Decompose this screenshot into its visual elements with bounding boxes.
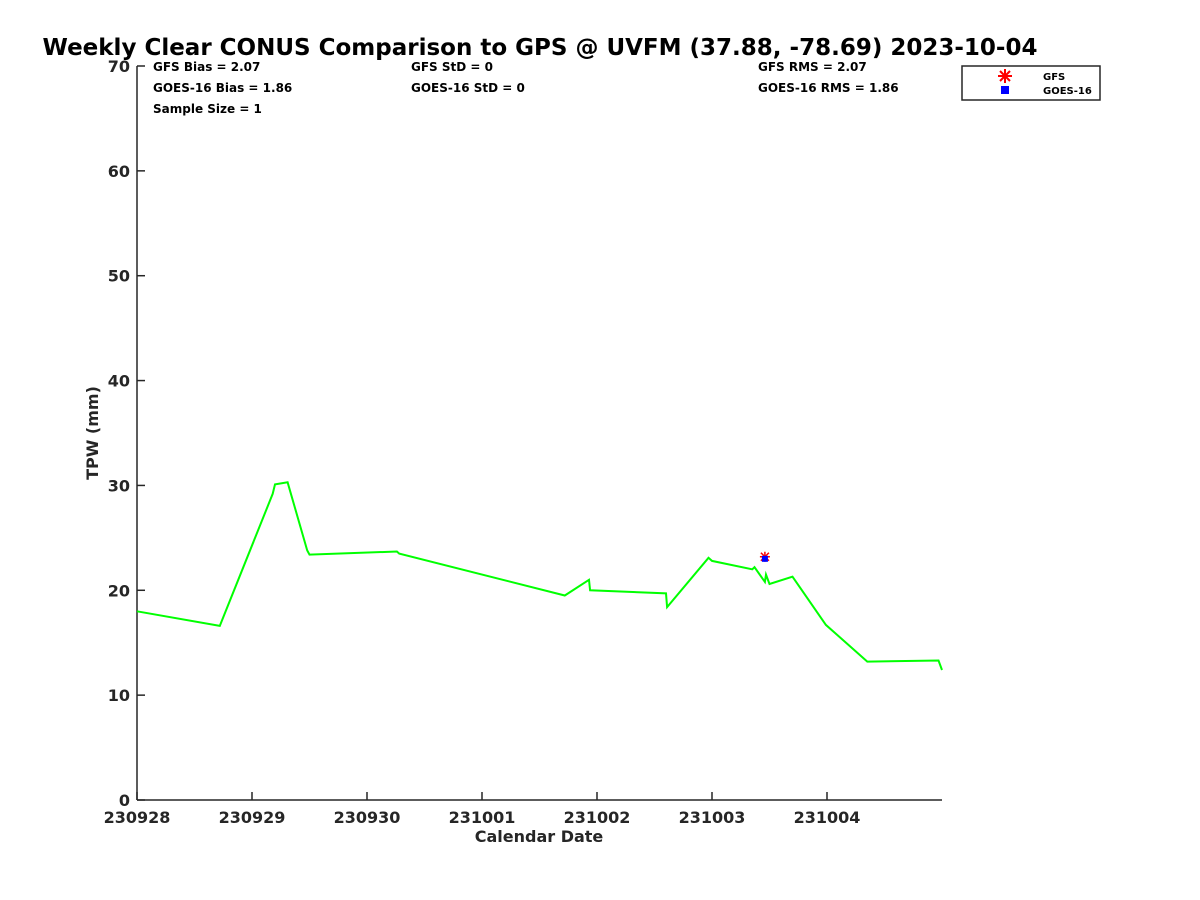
legend-goes-label: GOES-16: [1043, 86, 1092, 97]
y-axis-label: TPW (mm): [83, 386, 102, 480]
sample-size: Sample Size = 1: [153, 102, 262, 116]
gfs-rms: GFS RMS = 2.07: [758, 60, 867, 74]
x-tick-label: 231002: [564, 808, 631, 827]
y-tick-label: 0: [119, 791, 130, 810]
x-axis-label: Calendar Date: [475, 827, 604, 846]
legend-goes-square-icon: [1001, 86, 1009, 94]
x-tick-label: 231004: [794, 808, 861, 827]
goes-std: GOES-16 StD = 0: [411, 81, 525, 95]
legend: GFS GOES-16: [961, 65, 1101, 101]
goes-rms: GOES-16 RMS = 1.86: [758, 81, 899, 95]
goes-point: [761, 555, 768, 562]
y-tick-label: 10: [108, 686, 130, 705]
y-tick-label: 60: [108, 162, 130, 181]
gfs-bias: GFS Bias = 2.07: [153, 60, 260, 74]
y-tick-label: 30: [108, 476, 130, 495]
axes: 0 10 20 30 40 50 60 70 230928 230929 230930 231001 2…: [104, 57, 942, 827]
y-tick-label: 20: [108, 581, 130, 600]
goes-bias: GOES-16 Bias = 1.86: [153, 81, 292, 95]
x-tick-label: 231003: [679, 808, 746, 827]
x-tick-label: 230930: [334, 808, 401, 827]
chart-title: Weekly Clear CONUS Comparison to GPS @ U…: [43, 35, 1038, 61]
y-tick-label: 50: [108, 267, 130, 286]
x-tick-label: 230929: [219, 808, 286, 827]
x-tick-label: 231001: [449, 808, 516, 827]
plot-area: [136, 481, 943, 671]
y-tick-label: 40: [108, 372, 130, 391]
legend-gfs-asterisk-icon: [998, 69, 1012, 83]
gps-series-line: [136, 481, 943, 671]
gfs-std: GFS StD = 0: [411, 60, 493, 74]
y-tick-label: 70: [108, 57, 130, 76]
x-tick-label: 230928: [104, 808, 171, 827]
legend-gfs-label: GFS: [1043, 72, 1065, 83]
statistics-annotations: GFS Bias = 2.07 GOES-16 Bias = 1.86 Samp…: [153, 60, 899, 116]
legend-box: [961, 65, 1101, 101]
